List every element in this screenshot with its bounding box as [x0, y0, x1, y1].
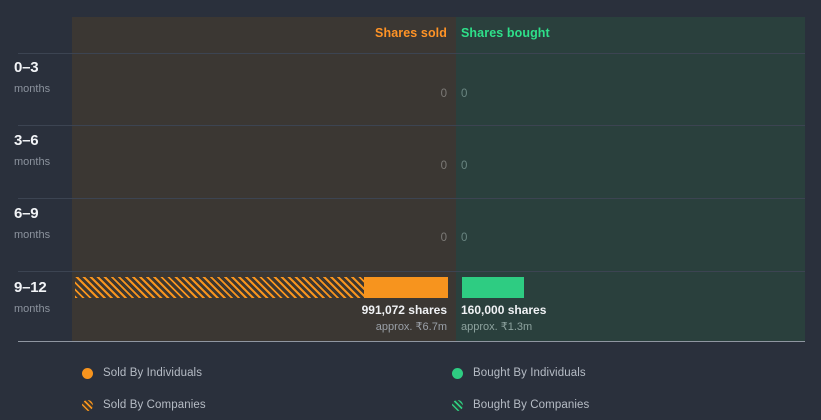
- circle-hatch-orange-icon: [82, 399, 93, 411]
- row-0-3-sold-value: 0: [440, 88, 447, 100]
- row-unit: months: [14, 83, 51, 95]
- legend-label: Bought By Individuals: [473, 367, 586, 379]
- bar-bought-by-individuals[interactable]: [462, 277, 524, 298]
- legend-item-sold-by-companies[interactable]: Sold By Companies: [82, 399, 206, 411]
- row-label-3-6-months: 3–6 months: [14, 133, 72, 169]
- row-label-6-9-months: 6–9 months: [14, 206, 72, 242]
- chart-baseline: [18, 341, 805, 342]
- row-range: 3–6: [14, 132, 39, 149]
- column-header-shares-sold: Shares sold: [375, 26, 447, 40]
- circle-hatch-green-icon: [452, 399, 463, 411]
- sold-approx-value: approx. ₹6.7m: [375, 321, 447, 333]
- legend-label: Sold By Companies: [103, 399, 206, 411]
- row-6-9-bought-value: 0: [461, 232, 468, 244]
- row-9-12-sold-values: 991,072 shares approx. ₹6.7m: [362, 303, 447, 334]
- legend-label: Bought By Companies: [473, 399, 590, 411]
- row-range: 9–12: [14, 279, 47, 296]
- bar-sold-by-companies[interactable]: [75, 277, 364, 298]
- row-3-6-bought-value: 0: [461, 160, 468, 172]
- row-range: 0–3: [14, 59, 39, 76]
- row-unit: months: [14, 303, 51, 315]
- legend-label: Sold By Individuals: [103, 367, 203, 379]
- circle-solid-orange-icon: [82, 367, 93, 379]
- row-label-0-3-months: 0–3 months: [14, 60, 72, 96]
- row-label-9-12-months: 9–12 months: [14, 280, 72, 316]
- row-6-9-sold-value: 0: [440, 232, 447, 244]
- row-range: 6–9: [14, 205, 39, 222]
- row-separator: [18, 53, 805, 54]
- row-0-3-bought-value: 0: [461, 88, 468, 100]
- circle-solid-green-icon: [452, 367, 463, 379]
- bought-approx-value: approx. ₹1.3m: [461, 321, 533, 333]
- row-separator: [18, 125, 805, 126]
- legend-item-bought-by-companies[interactable]: Bought By Companies: [452, 399, 589, 411]
- legend-item-bought-by-individuals[interactable]: Bought By Individuals: [452, 367, 586, 379]
- row-9-12-bought-values: 160,000 shares approx. ₹1.3m: [461, 303, 546, 334]
- row-unit: months: [14, 229, 51, 241]
- legend-item-sold-by-individuals[interactable]: Sold By Individuals: [82, 367, 202, 379]
- sold-shares-count: 991,072 shares: [361, 303, 447, 317]
- row-separator: [18, 198, 805, 199]
- column-header-shares-bought: Shares bought: [461, 26, 550, 40]
- row-separator: [18, 271, 805, 272]
- row-unit: months: [14, 156, 51, 168]
- row-3-6-sold-value: 0: [440, 160, 447, 172]
- chart-legend: Sold By Individuals Sold By Companies Bo…: [0, 356, 821, 420]
- bought-shares-count: 160,000 shares: [461, 303, 547, 317]
- bar-sold-by-individuals[interactable]: [364, 277, 448, 298]
